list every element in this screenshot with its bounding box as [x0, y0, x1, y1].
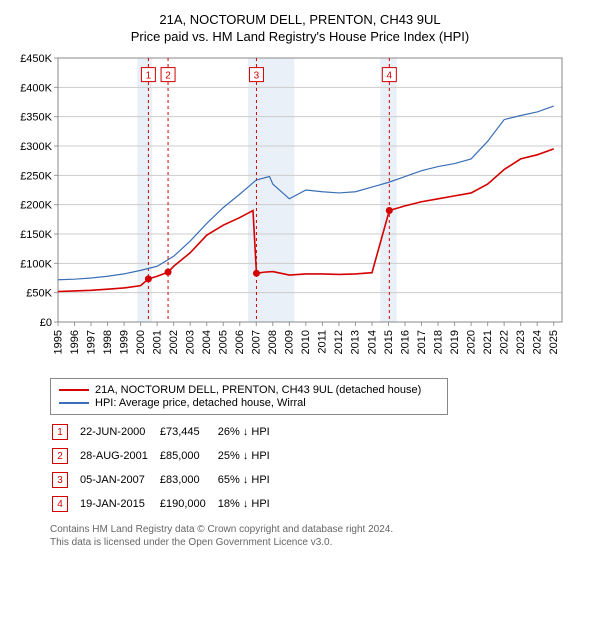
svg-text:2006: 2006 — [234, 330, 246, 354]
svg-text:2010: 2010 — [300, 330, 312, 354]
legend-row: 21A, NOCTORUM DELL, PRENTON, CH43 9UL (d… — [59, 384, 439, 396]
svg-text:2025: 2025 — [548, 330, 560, 354]
events-table: 1 22-JUN-2000£73,44526% ↓ HPI 2 28-AUG-2001… — [50, 419, 282, 517]
svg-text:2002: 2002 — [168, 330, 180, 354]
svg-text:2019: 2019 — [449, 330, 461, 354]
footnote: Contains HM Land Registry data © Crown c… — [50, 523, 590, 549]
svg-text:2001: 2001 — [151, 330, 163, 354]
footnote-line: Contains HM Land Registry data © Crown c… — [50, 523, 590, 536]
legend: 21A, NOCTORUM DELL, PRENTON, CH43 9UL (d… — [50, 378, 448, 415]
svg-text:2000: 2000 — [135, 330, 147, 354]
svg-text:2020: 2020 — [465, 330, 477, 354]
svg-text:2: 2 — [165, 71, 171, 82]
footnote-line: This data is licensed under the Open Gov… — [50, 536, 590, 549]
svg-text:2022: 2022 — [498, 330, 510, 354]
svg-text:2012: 2012 — [333, 330, 345, 354]
event-delta: 25% ↓ HPI — [218, 445, 280, 467]
svg-text:£400K: £400K — [20, 82, 52, 94]
svg-text:2009: 2009 — [284, 330, 296, 354]
svg-text:2008: 2008 — [267, 330, 279, 354]
event-price: £190,000 — [160, 493, 216, 515]
svg-text:£150K: £150K — [20, 229, 52, 241]
svg-text:1995: 1995 — [52, 330, 64, 354]
svg-text:2016: 2016 — [399, 330, 411, 354]
event-marker: 4 — [52, 496, 68, 512]
page-title: 21A, NOCTORUM DELL, PRENTON, CH43 9UL — [10, 12, 590, 27]
svg-text:2015: 2015 — [383, 330, 395, 354]
svg-text:2021: 2021 — [482, 330, 494, 354]
event-price: £73,445 — [160, 421, 216, 443]
event-price: £83,000 — [160, 469, 216, 491]
event-date: 22-JUN-2000 — [80, 421, 158, 443]
svg-text:£250K: £250K — [20, 170, 52, 182]
price-chart: £0 £50K £100K £150K £200K £250K £300K £350K £400… — [10, 52, 590, 372]
svg-text:£350K: £350K — [20, 112, 52, 124]
page-subtitle: Price paid vs. HM Land Registry's House … — [10, 29, 590, 44]
svg-text:2004: 2004 — [201, 330, 213, 354]
legend-label: 21A, NOCTORUM DELL, PRENTON, CH43 9UL (d… — [95, 384, 421, 396]
svg-text:1996: 1996 — [69, 330, 81, 354]
svg-text:£0: £0 — [40, 317, 52, 329]
event-date: 28-AUG-2001 — [80, 445, 158, 467]
svg-text:3: 3 — [254, 71, 260, 82]
svg-text:£450K: £450K — [20, 53, 52, 65]
event-marker: 2 — [52, 448, 68, 464]
table-row: 4 19-JAN-2015£190,00018% ↓ HPI — [52, 493, 280, 515]
table-row: 1 22-JUN-2000£73,44526% ↓ HPI — [52, 421, 280, 443]
svg-text:2014: 2014 — [366, 330, 378, 354]
legend-swatch — [59, 402, 89, 404]
event-marker: 3 — [52, 472, 68, 488]
legend-label: HPI: Average price, detached house, Wirr… — [95, 397, 306, 409]
svg-text:2003: 2003 — [184, 330, 196, 354]
svg-text:2011: 2011 — [317, 330, 329, 354]
event-marker: 1 — [52, 424, 68, 440]
svg-text:2013: 2013 — [350, 330, 362, 354]
event-delta: 65% ↓ HPI — [218, 469, 280, 491]
svg-text:1998: 1998 — [102, 330, 114, 354]
legend-swatch — [59, 389, 89, 391]
svg-text:1997: 1997 — [85, 330, 97, 354]
event-delta: 18% ↓ HPI — [218, 493, 280, 515]
svg-text:£50K: £50K — [26, 288, 52, 300]
event-delta: 26% ↓ HPI — [218, 421, 280, 443]
svg-text:2018: 2018 — [432, 330, 444, 354]
svg-text:2005: 2005 — [218, 330, 230, 354]
svg-text:1999: 1999 — [118, 330, 130, 354]
svg-text:2007: 2007 — [251, 330, 263, 354]
svg-text:2017: 2017 — [416, 330, 428, 354]
svg-text:1: 1 — [146, 71, 152, 82]
table-row: 3 05-JAN-2007£83,00065% ↓ HPI — [52, 469, 280, 491]
svg-text:4: 4 — [387, 71, 393, 82]
table-row: 2 28-AUG-2001£85,00025% ↓ HPI — [52, 445, 280, 467]
svg-text:2023: 2023 — [515, 330, 527, 354]
event-date: 19-JAN-2015 — [80, 493, 158, 515]
svg-text:£300K: £300K — [20, 141, 52, 153]
event-price: £85,000 — [160, 445, 216, 467]
event-date: 05-JAN-2007 — [80, 469, 158, 491]
svg-text:£100K: £100K — [20, 258, 52, 270]
svg-text:£200K: £200K — [20, 200, 52, 212]
svg-text:2024: 2024 — [532, 330, 544, 354]
legend-row: HPI: Average price, detached house, Wirr… — [59, 397, 439, 409]
